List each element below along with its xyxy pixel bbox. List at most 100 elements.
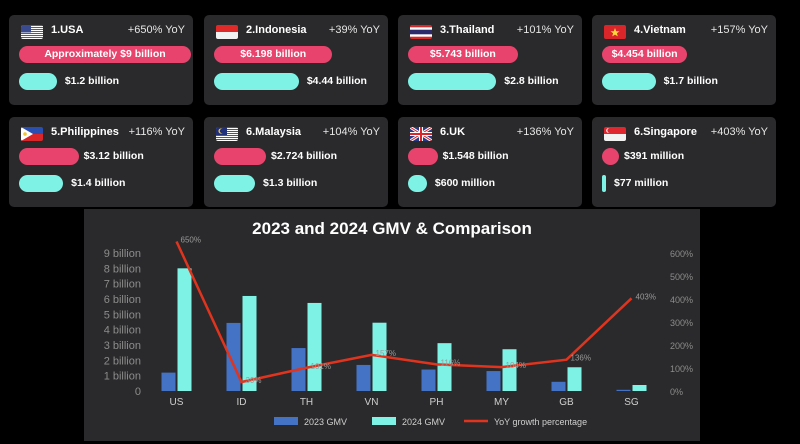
- yoy-growth: +136% YoY: [516, 126, 574, 138]
- x-tick-label: SG: [624, 397, 639, 408]
- flag-indonesia-icon: [216, 25, 238, 39]
- gmv-2024-value: $6.198 billion: [240, 48, 307, 60]
- gmv-2023-value: $1.3 billion: [262, 177, 318, 189]
- gmv-2023-pill: [408, 73, 497, 90]
- yoy-growth: +39% YoY: [328, 24, 380, 36]
- gmv-2023-pill: [408, 175, 427, 192]
- yoy-data-label: 101%: [311, 362, 331, 371]
- x-tick-label: US: [170, 397, 184, 408]
- yoy-growth-line: [175, 240, 633, 384]
- gmv-2023-value: $600 million: [434, 177, 496, 189]
- y-tick-label: 3 billion: [104, 340, 141, 352]
- y-tick-label: 8 billion: [104, 263, 141, 275]
- y-tick-label: 7 billion: [104, 279, 141, 291]
- gmv-2024-pill: [408, 148, 438, 165]
- y2-tick-label: 500%: [670, 272, 693, 282]
- gmv-2024-pill: [19, 148, 79, 165]
- y-tick-label: 1 billion: [104, 371, 141, 383]
- gmv-2024-pill: [214, 148, 267, 165]
- bar-2024-gmv: [632, 385, 647, 391]
- yoy-data-label: 136%: [571, 354, 591, 363]
- country-card: 3.Thailand +101% YoY $5.743 billion $2.8 bi…: [398, 15, 582, 105]
- svg-text:2024 GMV: 2024 GMV: [402, 417, 445, 427]
- flag-malaysia-icon: [216, 127, 238, 141]
- gmv-2024-value: $1.548 billion: [442, 150, 509, 162]
- chart-title: 2023 and 2024 GMV & Comparison: [252, 219, 532, 238]
- flag-usa-icon: [21, 25, 43, 39]
- bar-2023-gmv: [356, 364, 371, 391]
- y-tick-label: 4 billion: [104, 325, 141, 337]
- gmv-2024-value: $5.743 billion: [429, 48, 496, 60]
- yoy-growth: +403% YoY: [710, 126, 768, 138]
- x-tick-label: ID: [237, 397, 247, 408]
- gmv-2023-value: $77 million: [614, 177, 669, 189]
- legend-2023-gmv: 2023 GMV: [274, 417, 347, 427]
- x-tick-label: PH: [430, 397, 444, 408]
- country-name: 6.UK: [440, 126, 466, 138]
- gmv-2024-value: Approximately $9 billion: [44, 48, 166, 60]
- yoy-data-label: 157%: [376, 349, 396, 358]
- gmv-2023-value: $4.44 billion: [306, 75, 367, 87]
- country-card: 5.Philippines +116% YoY $3.12 billion $1.4 …: [9, 117, 193, 207]
- y-tick-label: 0: [135, 386, 141, 398]
- gmv-2023-pill: [214, 73, 299, 90]
- x-tick-label: VN: [365, 397, 379, 408]
- legend-yoy-growth: YoY growth percentage: [464, 417, 587, 427]
- x-tick-label: TH: [300, 397, 313, 408]
- gmv-2023-pill: [214, 175, 255, 192]
- bar-2024-gmv: [567, 367, 582, 391]
- gmv-2024-value: $391 million: [624, 150, 685, 162]
- country-card: 1.USA +650% YoY Approximately $9 billion $1…: [9, 15, 193, 105]
- country-name: 1.USA: [51, 24, 84, 36]
- gmv-2024-pill: [602, 148, 619, 165]
- y2-tick-label: 100%: [670, 364, 693, 374]
- y2-tick-label: 200%: [670, 341, 693, 351]
- yoy-growth: +116% YoY: [128, 126, 185, 138]
- y-tick-label: 9 billion: [104, 248, 141, 260]
- y-tick-label: 5 billion: [104, 309, 141, 321]
- yoy-growth: +104% YoY: [322, 126, 380, 138]
- gmv-2023-pill: [602, 175, 606, 192]
- flag-thailand-icon: [410, 25, 432, 39]
- country-card: 6.Singapore +403% YoY $391 million $77 mill…: [592, 117, 776, 207]
- gmv-2024-pill: $4.454 billion: [602, 46, 688, 63]
- gmv-2023-value: $1.4 billion: [71, 177, 126, 189]
- yoy-data-label: 403%: [636, 292, 656, 301]
- y2-tick-label: 600%: [670, 249, 693, 259]
- gmv-2024-value: $3.12 billion: [83, 150, 144, 162]
- bar-2023-gmv: [161, 372, 176, 391]
- gmv-2024-pill: Approximately $9 billion: [19, 46, 191, 63]
- country-name: 5.Philippines: [51, 126, 119, 138]
- flag-philippines-icon: [21, 127, 43, 141]
- yoy-growth: +650% YoY: [127, 24, 185, 36]
- country-card: 6.Malaysia +104% YoY $2.724 billion $1.3 bi…: [204, 117, 388, 207]
- country-name: 4.Vietnam: [634, 24, 686, 36]
- svg-text:YoY growth percentage: YoY growth percentage: [494, 417, 587, 427]
- gmv-2024-pill: $5.743 billion: [408, 46, 518, 63]
- bar-2023-gmv: [421, 369, 436, 391]
- gmv-2023-pill: [602, 73, 656, 90]
- country-card: 4.Vietnam +157% YoY $4.454 billion $1.7 bil…: [592, 15, 776, 105]
- bar-2024-gmv: [242, 295, 257, 391]
- y2-tick-label: 400%: [670, 295, 693, 305]
- country-name: 2.Indonesia: [246, 24, 307, 36]
- flag-singapore-icon: [604, 127, 626, 141]
- country-name: 6.Singapore: [634, 126, 697, 138]
- gmv-2023-value: $1.7 billion: [663, 75, 718, 87]
- y-tick-label: 6 billion: [104, 294, 141, 306]
- x-tick-label: MY: [494, 397, 509, 408]
- bar-2023-gmv: [486, 371, 501, 391]
- gmv-comparison-chart: 2023 and 2024 GMV & Comparison 0 1 billion…: [84, 209, 700, 441]
- bar-2024-gmv: [307, 302, 322, 391]
- y2-tick-label: 0%: [670, 387, 683, 397]
- yoy-data-label: 650%: [181, 236, 201, 245]
- legend-2024-gmv: 2024 GMV: [372, 417, 445, 427]
- country-name: 3.Thailand: [440, 24, 495, 36]
- yoy-data-label: 116%: [441, 358, 461, 367]
- bar-2024-gmv: [437, 343, 452, 391]
- x-tick-label: GB: [559, 397, 574, 408]
- country-name: 6.Malaysia: [246, 126, 302, 138]
- bar-2024-gmv: [177, 268, 192, 391]
- yoy-data-label: 104%: [506, 361, 526, 370]
- chart-canvas: 2023 and 2024 GMV & Comparison 0 1 billion…: [104, 219, 693, 427]
